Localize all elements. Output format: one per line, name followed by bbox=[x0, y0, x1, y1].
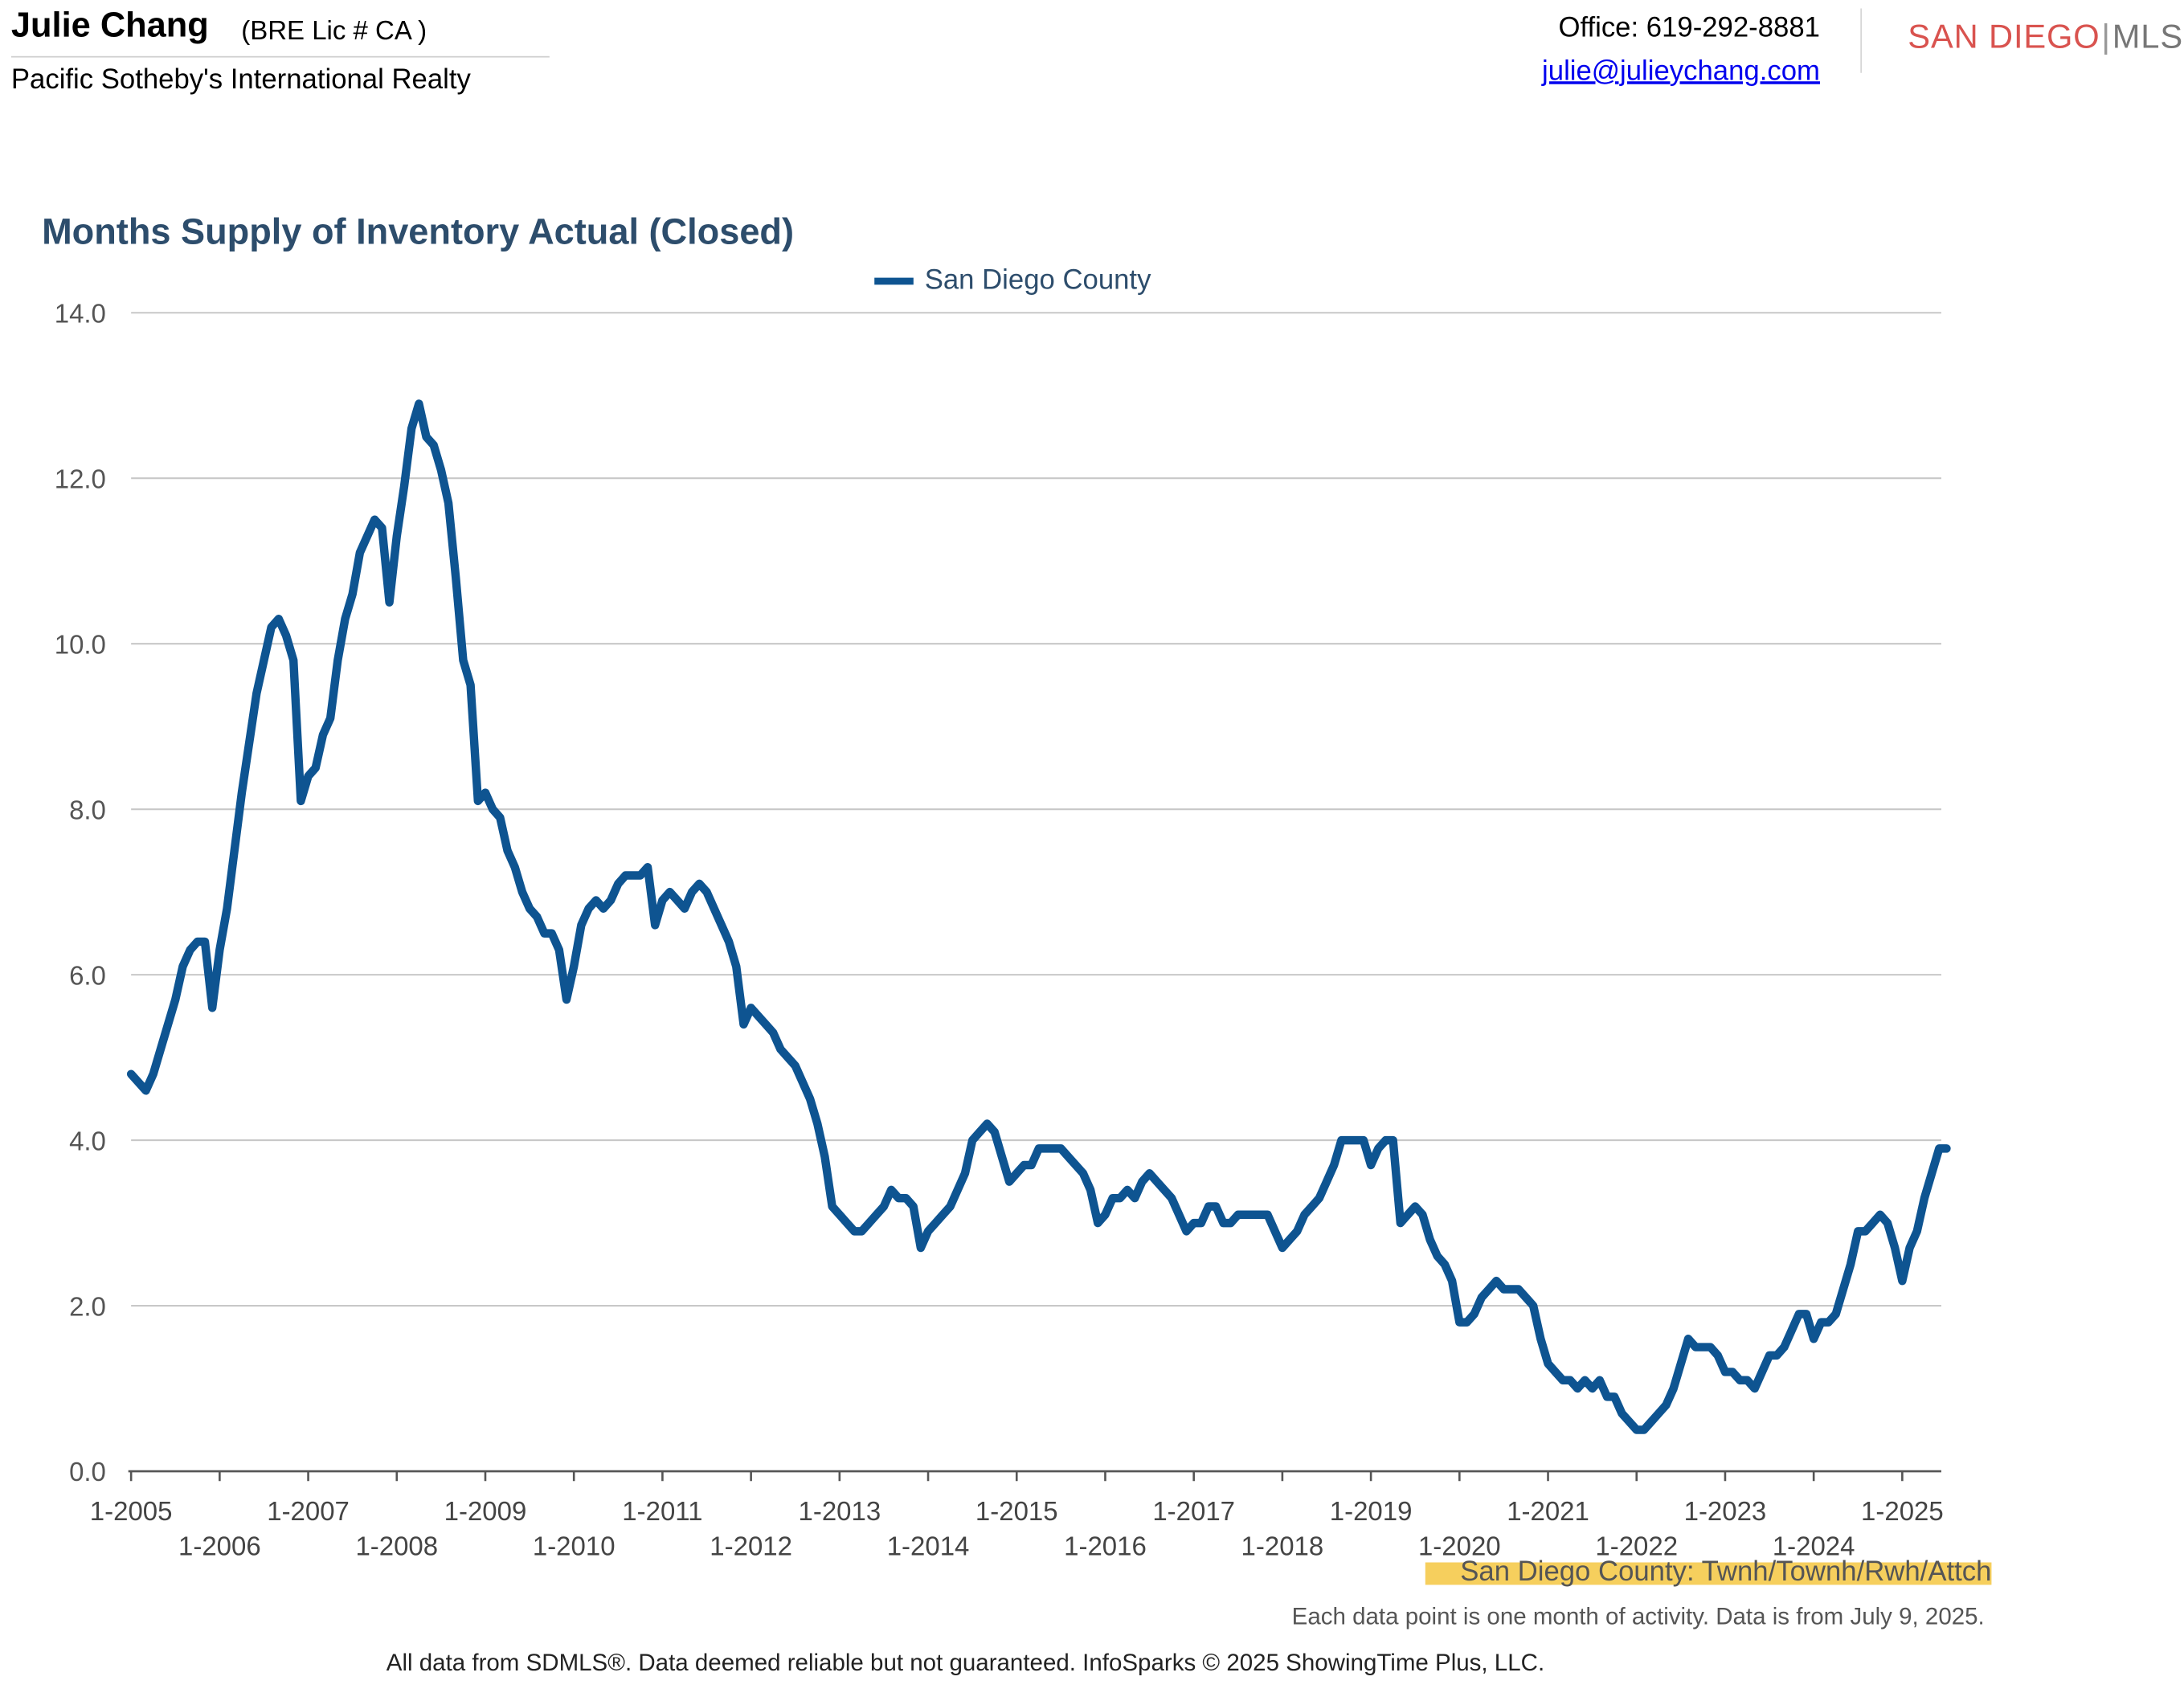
y-tick-label: 0.0 bbox=[69, 1458, 106, 1487]
y-tick-label: 12.0 bbox=[55, 464, 106, 494]
y-tick-label: 8.0 bbox=[69, 795, 106, 825]
series-line-san-diego-county bbox=[126, 399, 1951, 1434]
x-tick-label: 1-2020 bbox=[1418, 1532, 1501, 1562]
disclaimer: All data from SDMLS®. Data deemed reliab… bbox=[386, 1649, 1545, 1676]
x-tick-label: 1-2006 bbox=[178, 1532, 261, 1562]
logo-text-mls: MLS bbox=[2112, 18, 2184, 56]
logo-text-san-diego: SAN DIEGO bbox=[1908, 18, 2100, 56]
header-vertical-divider bbox=[1860, 8, 1863, 73]
chart-title: Months Supply of Inventory Actual (Close… bbox=[42, 210, 795, 253]
y-tick-label: 2.0 bbox=[69, 1292, 106, 1322]
subset-label: San Diego County: Twnh/Townh/Rwh/Attch bbox=[1460, 1556, 1992, 1588]
x-tick-label: 1-2005 bbox=[90, 1497, 173, 1527]
legend-swatch bbox=[874, 277, 914, 285]
x-tick-label: 1-2021 bbox=[1507, 1497, 1589, 1527]
logo-separator: | bbox=[2101, 18, 2111, 56]
x-tick-label: 1-2016 bbox=[1064, 1532, 1147, 1562]
header-divider bbox=[10, 55, 550, 58]
x-tick-label: 1-2025 bbox=[1861, 1497, 1944, 1527]
y-tick-label: 10.0 bbox=[55, 630, 106, 660]
x-tick-label: 1-2011 bbox=[622, 1497, 702, 1527]
x-tick-label: 1-2017 bbox=[1152, 1497, 1235, 1527]
x-tick-label: 1-2024 bbox=[1773, 1532, 1855, 1562]
x-tick-label: 1-2023 bbox=[1684, 1497, 1767, 1527]
x-tick-label: 1-2013 bbox=[799, 1497, 881, 1527]
san-diego-mls-logo: SAN DIEGO|MLS bbox=[1908, 18, 2183, 58]
x-tick-label: 1-2022 bbox=[1595, 1532, 1678, 1562]
x-tick-label: 1-2015 bbox=[975, 1497, 1058, 1527]
email-link[interactable]: julie@julieychang.com bbox=[1542, 55, 1820, 88]
x-tick-label: 1-2018 bbox=[1241, 1532, 1324, 1562]
y-tick-label: 4.0 bbox=[69, 1127, 106, 1156]
agent-name: Julie Chang bbox=[10, 5, 209, 45]
x-tick-label: 1-2019 bbox=[1330, 1497, 1413, 1527]
x-tick-label: 1-2010 bbox=[533, 1532, 616, 1562]
x-tick-label: 1-2007 bbox=[267, 1497, 350, 1527]
x-tick-label: 1-2009 bbox=[444, 1497, 527, 1527]
x-tick-label: 1-2012 bbox=[710, 1532, 792, 1562]
y-tick-label: 14.0 bbox=[55, 299, 106, 329]
data-note: Each data point is one month of activity… bbox=[1291, 1603, 1985, 1630]
x-tick-label: 1-2014 bbox=[887, 1532, 970, 1562]
y-tick-label: 6.0 bbox=[69, 961, 106, 991]
x-tick-label: 1-2008 bbox=[355, 1532, 438, 1562]
subset-highlight bbox=[1425, 1562, 1992, 1585]
agent-license: (BRE Lic # CA ) bbox=[241, 16, 427, 47]
legend-label: San Diego County bbox=[924, 264, 1151, 296]
brokerage-name: Pacific Sotheby's International Realty bbox=[10, 64, 471, 96]
office-phone: Office: 619-292-8881 bbox=[1558, 12, 1820, 44]
